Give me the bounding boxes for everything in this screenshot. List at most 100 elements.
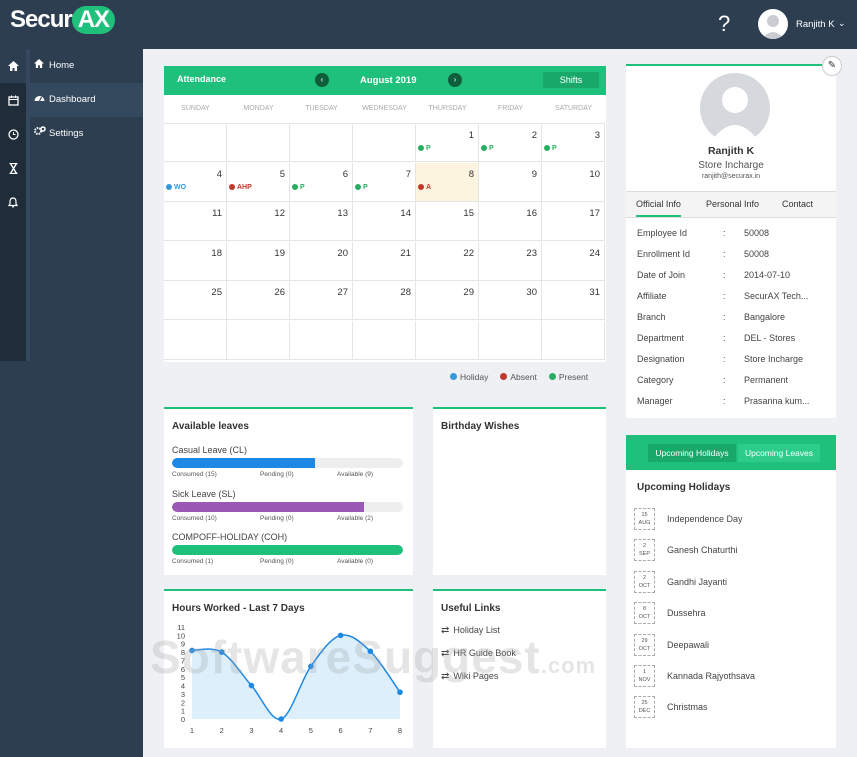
- calendar-day[interactable]: 4 WO: [164, 162, 227, 202]
- holiday-day: 2: [642, 543, 647, 550]
- holiday-month: DEC: [638, 708, 651, 715]
- shifts-button[interactable]: Shifts: [543, 72, 599, 88]
- leave-item: COMPOFF-HOLIDAY (COH) Consumed (1) Pending…: [172, 532, 403, 568]
- calendar-day[interactable]: 28: [353, 281, 416, 320]
- day-number: 19: [274, 247, 285, 259]
- user-avatar[interactable]: [758, 9, 788, 39]
- tab-upcoming-leaves[interactable]: Upcoming Leaves: [738, 444, 820, 462]
- calendar-day[interactable]: 16: [479, 202, 542, 241]
- chart-point[interactable]: [189, 647, 195, 654]
- holiday-month: OCT: [638, 614, 651, 621]
- field-label: Category: [637, 375, 674, 385]
- calendar-day[interactable]: 30: [479, 281, 542, 320]
- useful-link[interactable]: ⇄ Wiki Pages: [441, 671, 498, 682]
- field-separator: :: [723, 333, 726, 343]
- field-label: Manager: [637, 396, 673, 406]
- calendar-day[interactable]: [353, 123, 416, 162]
- calendar-day[interactable]: 31: [542, 281, 605, 320]
- legend-label: Present: [558, 372, 589, 382]
- app-logo[interactable]: Secur AX: [10, 6, 116, 34]
- tab-upcoming-holidays[interactable]: Upcoming Holidays: [648, 444, 736, 462]
- chart-point[interactable]: [397, 689, 403, 696]
- calendar-day[interactable]: [290, 123, 353, 162]
- calendar-day[interactable]: 18: [164, 241, 227, 281]
- calendar-day[interactable]: 22: [416, 241, 479, 281]
- field-label: Employee Id: [637, 228, 688, 238]
- calendar-day[interactable]: [416, 320, 479, 360]
- calendar-day[interactable]: 19: [227, 241, 290, 281]
- calendar-day[interactable]: [164, 123, 227, 162]
- user-name[interactable]: Ranjith K: [796, 19, 835, 30]
- profile-role: Store Incharge: [698, 160, 764, 171]
- calendar-day[interactable]: [164, 320, 227, 360]
- calendar-day[interactable]: 9: [479, 162, 542, 202]
- useful-link[interactable]: ⇄ HR Guide Book: [441, 648, 516, 659]
- tab-contact[interactable]: Contact: [782, 199, 814, 209]
- hourglass-icon[interactable]: [0, 151, 26, 185]
- calendar-day[interactable]: 20: [290, 241, 353, 281]
- calendar-day[interactable]: [353, 320, 416, 360]
- calendar-day[interactable]: 11: [164, 202, 227, 241]
- calendar-day[interactable]: 15: [416, 202, 479, 241]
- help-icon[interactable]: ?: [718, 11, 731, 36]
- calendar-day[interactable]: 10: [542, 162, 605, 202]
- clock-icon[interactable]: [0, 117, 26, 151]
- calendar-day[interactable]: 14: [353, 202, 416, 241]
- calendar-day[interactable]: 5 AHP: [227, 162, 290, 202]
- calendar-day[interactable]: 27: [290, 281, 353, 320]
- calendar-day[interactable]: 24: [542, 241, 605, 281]
- attendance-title: Attendance: [177, 74, 227, 84]
- chart-point[interactable]: [308, 663, 314, 670]
- month-label: August 2019: [360, 75, 417, 86]
- holidays-panel: Upcoming Holidays: [626, 470, 836, 748]
- day-number: 17: [589, 208, 600, 219]
- chart-point[interactable]: [367, 648, 374, 655]
- calendar-day[interactable]: [227, 123, 290, 162]
- field-separator: :: [723, 291, 726, 301]
- calendar-day[interactable]: 12: [227, 202, 290, 241]
- day-number: 25: [211, 287, 222, 298]
- sidebar-item-settings[interactable]: Settings: [30, 117, 143, 151]
- leave-meta: Consumed (1) Pending (0) Available (0): [172, 558, 403, 568]
- chart-point[interactable]: [278, 716, 284, 722]
- calendar-day[interactable]: 23: [479, 241, 542, 281]
- tab-personal-info[interactable]: Personal Info: [706, 199, 760, 209]
- calendar-day[interactable]: [227, 320, 290, 360]
- useful-links-card: Useful Links ⇄ Holiday List ⇄ HR Guide Book…: [433, 589, 606, 748]
- chart-point[interactable]: [218, 649, 225, 655]
- day-number: 8: [468, 168, 474, 180]
- chart-point[interactable]: [248, 682, 255, 689]
- status-dot: [166, 183, 172, 190]
- calendar-day[interactable]: 26: [227, 281, 290, 320]
- edit-icon[interactable]: ✎: [822, 56, 842, 76]
- useful-link[interactable]: ⇄ Holiday List: [441, 625, 500, 636]
- calendar-day[interactable]: 25: [164, 281, 227, 320]
- bell-icon[interactable]: [0, 185, 26, 219]
- calendar-day[interactable]: 21: [353, 241, 416, 281]
- calendar-day[interactable]: [479, 320, 542, 360]
- chart-point[interactable]: [337, 632, 344, 639]
- prev-month-button[interactable]: ‹: [315, 73, 329, 87]
- calendar-day[interactable]: 13: [290, 202, 353, 241]
- legend-dot: [450, 373, 457, 380]
- calendar-day[interactable]: [542, 320, 605, 360]
- tab-official-info[interactable]: Official Info: [636, 199, 681, 217]
- calendar-icon[interactable]: [0, 83, 26, 117]
- calendar-day[interactable]: [290, 320, 353, 360]
- calendar-day[interactable]: 29: [416, 281, 479, 320]
- chevron-down-icon[interactable]: ⌄: [838, 18, 846, 28]
- sidebar-item-home[interactable]: Home: [30, 49, 143, 83]
- day-number: 10: [589, 168, 600, 180]
- holiday-date: 2 OCT: [634, 570, 655, 593]
- home-icon[interactable]: [0, 49, 26, 83]
- calendar-day[interactable]: 17: [542, 202, 605, 241]
- sidebar-item-dashboard[interactable]: Dashboard: [30, 83, 143, 117]
- leave-consumed: Consumed (10): [172, 514, 217, 522]
- next-month-button[interactable]: ›: [448, 73, 462, 87]
